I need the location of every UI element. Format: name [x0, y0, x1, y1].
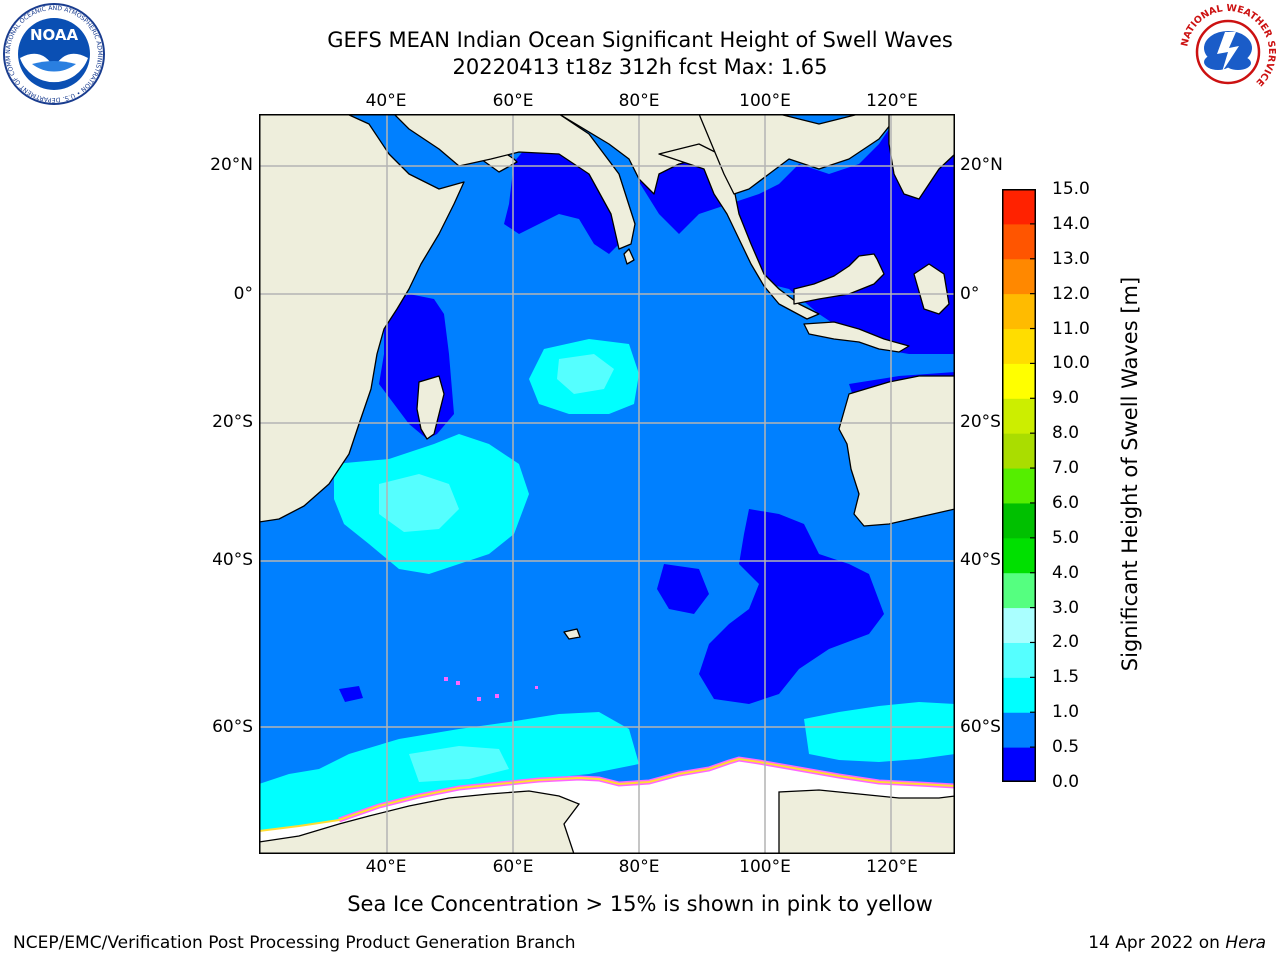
lat-tick-right-40s: 40°S	[960, 550, 1001, 570]
lon-tick-bottom-120e: 120°E	[866, 857, 918, 877]
lat-tick-right-20s: 20°S	[960, 412, 1001, 432]
colorbar-bin	[1002, 712, 1036, 748]
colorbar-tick-label: 9.0	[1052, 388, 1080, 409]
lon-tick-top-40e: 40°E	[365, 91, 407, 111]
chart-subtitle: 20220413 t18z 312h fcst Max: 1.65	[452, 55, 828, 79]
colorbar-bin	[1002, 607, 1036, 643]
colorbar-bin	[1002, 398, 1036, 434]
colorbar-tick-label: 7.0	[1052, 458, 1080, 479]
graticule	[259, 114, 955, 854]
colorbar-tick-labels: 0.0 0.5 1.0 1.5 2.0 3.0 4.0 5.0 6.0 7.0 8.0 9.0 10.0…	[1052, 0, 1112, 960]
colorbar-bin	[1002, 258, 1036, 295]
swell-1-5-to-2-0-regions	[379, 354, 614, 782]
sea-ice-specks	[444, 677, 538, 701]
lat-tick-left-0: 0°	[233, 284, 253, 304]
colorbar-label: Significant Height of Swell Waves [m]	[1118, 276, 1142, 672]
colorbar-tick-label: 2.0	[1052, 632, 1080, 653]
lat-tick-left-40s: 40°S	[212, 550, 253, 570]
colorbar-bin	[1002, 502, 1036, 539]
colorbar-bin	[1002, 468, 1036, 504]
lon-tick-top-100e: 100°E	[739, 91, 791, 111]
sea-ice-inner-edge	[259, 757, 955, 832]
colorbar-bin	[1002, 223, 1036, 260]
lat-tick-left-20s: 20°S	[212, 412, 253, 432]
antarctica-land-west	[259, 790, 581, 854]
colorbar-tick-label: 12.0	[1052, 283, 1090, 304]
colorbar-bin	[1002, 189, 1036, 225]
lon-tick-bottom-40e: 40°E	[365, 857, 407, 877]
footer-branch: NCEP/EMC/Verification Post Processing Pr…	[13, 933, 576, 953]
footer-host: Hera	[1225, 933, 1266, 953]
colorbar-tick-label: 3.0	[1052, 597, 1080, 618]
colorbar-tick-label: 4.0	[1052, 562, 1080, 583]
colorbar-tick-label: 0.0	[1052, 772, 1080, 792]
land-masses	[259, 114, 955, 640]
noaa-logo: NATIONAL OCEANIC AND ATMOSPHERIC ADMINIS…	[2, 2, 105, 105]
footer-date-host: 14 Apr 2022 on Hera	[1088, 932, 1266, 954]
colorbar-tick-label: 15.0	[1052, 179, 1090, 199]
colorbar-bin	[1002, 747, 1036, 782]
lon-tick-top-80e: 80°E	[618, 91, 660, 111]
colorbar-bin	[1002, 642, 1036, 678]
lon-tick-bottom-60e: 60°E	[492, 857, 534, 877]
sea-ice-caption: Sea Ice Concentration > 15% is shown in …	[347, 892, 933, 916]
footer-date: 14 Apr 2022 on	[1088, 933, 1220, 953]
noaa-text: NOAA	[30, 26, 79, 44]
antarctica-land-east	[778, 789, 955, 854]
colorbar-tick-label: 14.0	[1052, 213, 1090, 234]
lon-tick-bottom-80e: 80°E	[618, 857, 660, 877]
lat-tick-right-20n: 20°N	[960, 155, 1003, 175]
colorbar-tick-label: 1.0	[1052, 702, 1080, 723]
lat-tick-left-60s: 60°S	[212, 717, 253, 737]
colorbar-tick-label: 5.0	[1052, 527, 1080, 548]
colorbar-tick-label: 11.0	[1052, 318, 1090, 339]
colorbar-tick-label: 8.0	[1052, 423, 1080, 444]
colorbar-bin	[1002, 572, 1036, 609]
map-frame	[259, 114, 955, 854]
lon-tick-bottom-100e: 100°E	[739, 857, 791, 877]
colorbar-tick-label: 1.5	[1052, 667, 1080, 688]
lat-tick-left-20n: 20°N	[210, 155, 253, 175]
colorbar-tick-label: 6.0	[1052, 492, 1080, 513]
lon-tick-top-120e: 120°E	[866, 91, 918, 111]
colorbar-tick-label: 13.0	[1052, 248, 1090, 269]
colorbar-bin	[1002, 433, 1036, 469]
colorbar-bin	[1002, 293, 1036, 330]
colorbar-bin	[1002, 677, 1036, 713]
colorbar-frame	[1002, 189, 1036, 782]
chart-title: GEFS MEAN Indian Ocean Significant Heigh…	[327, 28, 953, 52]
lat-tick-right-0: 0°	[960, 284, 980, 304]
colorbar-bin	[1002, 328, 1036, 364]
colorbar-bin	[1002, 363, 1036, 399]
colorbar-bin	[1002, 537, 1036, 574]
lon-tick-top-60e: 60°E	[492, 91, 534, 111]
colorbar-tick-label: 0.5	[1052, 737, 1080, 758]
colorbar-tick-label: 10.0	[1052, 353, 1090, 374]
nws-logo: NATIONAL WEATHER SERVICE	[1179, 3, 1277, 100]
lat-tick-right-60s: 60°S	[960, 717, 1001, 737]
colorbar	[1002, 189, 1036, 782]
map-panel	[259, 114, 955, 854]
